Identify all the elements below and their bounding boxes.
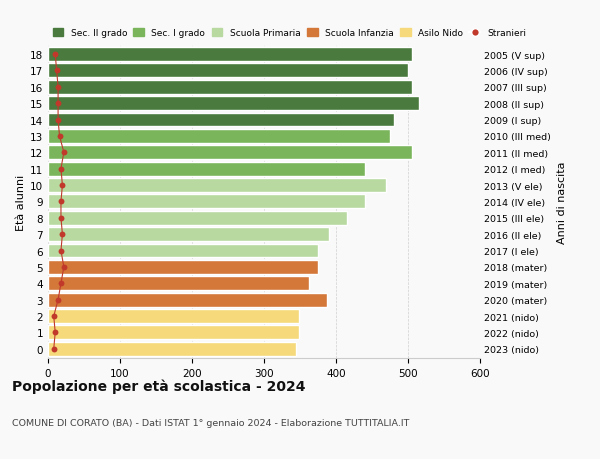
Text: COMUNE DI CORATO (BA) - Dati ISTAT 1° gennaio 2024 - Elaborazione TUTTITALIA.IT: COMUNE DI CORATO (BA) - Dati ISTAT 1° ge… [12, 418, 409, 427]
Y-axis label: Età alunni: Età alunni [16, 174, 26, 230]
Point [56, 198, 66, 206]
Text: Popolazione per età scolastica - 2024: Popolazione per età scolastica - 2024 [12, 379, 305, 393]
Point [58, 182, 67, 189]
Bar [48, 48, 412, 62]
Bar [48, 260, 318, 274]
Point [53, 117, 63, 124]
Point [53, 84, 63, 91]
Point [50, 51, 60, 59]
Bar [48, 211, 347, 225]
Bar [48, 326, 299, 340]
Point [58, 231, 67, 238]
Bar [48, 146, 412, 160]
Point [56, 166, 66, 173]
Bar [48, 244, 318, 258]
Point [56, 247, 66, 255]
Point [56, 280, 66, 287]
Bar [48, 195, 365, 209]
Bar [48, 179, 386, 193]
Bar [48, 293, 328, 307]
Bar [48, 129, 390, 144]
Point [56, 215, 66, 222]
Bar [48, 228, 329, 241]
Legend: Sec. II grado, Sec. I grado, Scuola Primaria, Scuola Infanzia, Asilo Nido, Stran: Sec. II grado, Sec. I grado, Scuola Prim… [53, 29, 526, 38]
Bar [48, 64, 408, 78]
Bar [48, 309, 299, 323]
Y-axis label: Anni di nascita: Anni di nascita [557, 161, 566, 243]
Bar [48, 97, 419, 111]
Point [49, 313, 59, 320]
Point [52, 67, 61, 75]
Bar [48, 342, 296, 356]
Point [50, 329, 60, 336]
Point [53, 297, 63, 304]
Bar [48, 277, 308, 291]
Point [59, 263, 68, 271]
Point [53, 100, 63, 107]
Point [59, 149, 68, 157]
Point [55, 133, 64, 140]
Bar [48, 81, 412, 95]
Point [49, 345, 59, 353]
Bar [48, 113, 394, 127]
Bar [48, 162, 365, 176]
